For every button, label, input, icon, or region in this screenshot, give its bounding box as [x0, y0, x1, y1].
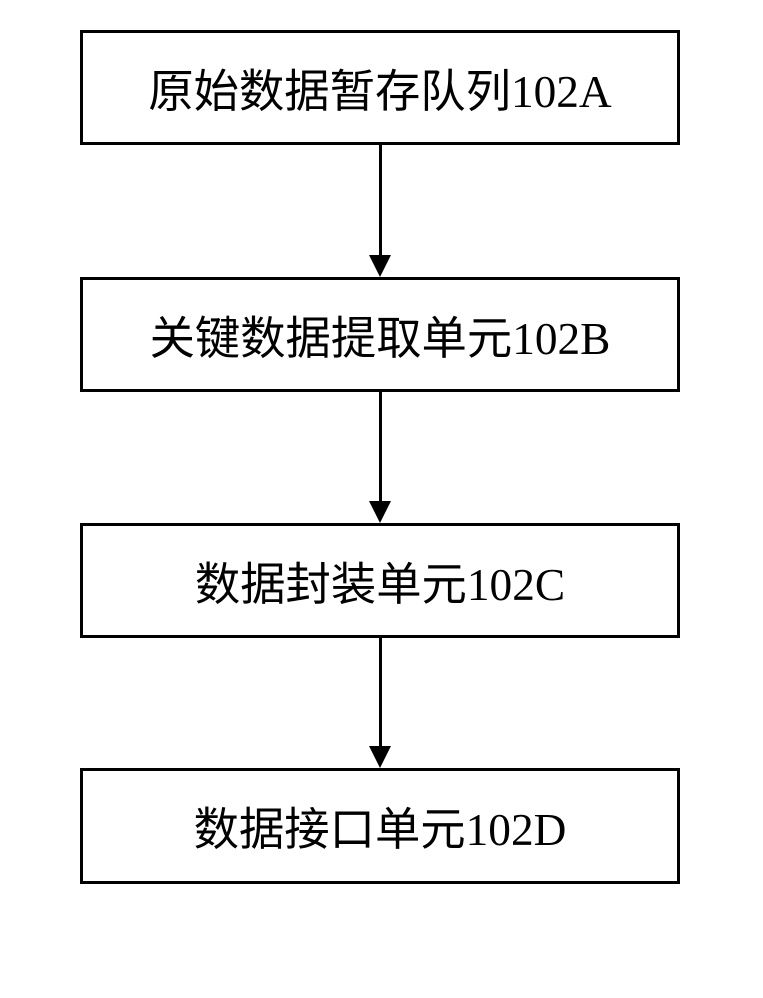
flow-node-data-interface: 数据接口单元102D [80, 768, 680, 884]
flow-node-key-data-extract: 关键数据提取单元102B [80, 277, 680, 392]
flow-arrow-head-icon [369, 255, 391, 277]
flow-node-label: 数据接口单元102D [194, 793, 567, 859]
flow-arrow-line [379, 638, 382, 746]
flow-node-label: 数据封装单元102C [195, 548, 565, 614]
flow-arrow-line [379, 392, 382, 501]
flow-arrow-line [379, 145, 382, 255]
flowchart-canvas: 原始数据暂存队列102A 关键数据提取单元102B 数据封装单元102C 数据接… [0, 0, 763, 998]
flow-node-raw-data-queue: 原始数据暂存队列102A [80, 30, 680, 145]
flow-node-data-encapsulation: 数据封装单元102C [80, 523, 680, 638]
flow-arrow-head-icon [369, 501, 391, 523]
flow-node-label: 原始数据暂存队列102A [148, 55, 611, 121]
flow-node-label: 关键数据提取单元102B [150, 302, 611, 368]
flow-arrow-head-icon [369, 746, 391, 768]
